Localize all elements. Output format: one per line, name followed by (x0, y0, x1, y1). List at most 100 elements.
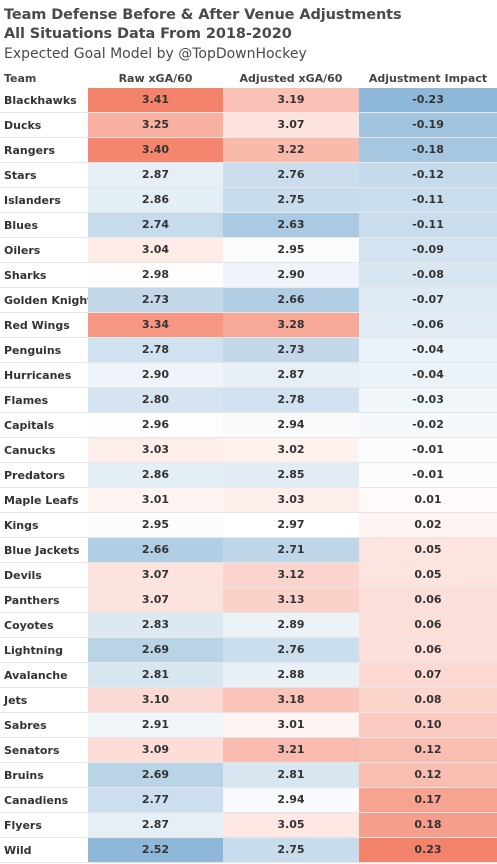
adjusted-xga-cell: 3.19 (223, 88, 359, 112)
adjustment-impact-cell: -0.08 (359, 263, 497, 287)
title-block: Team Defense Before & After Venue Adjust… (0, 0, 497, 62)
table-row: Rangers 3.40 3.22 -0.18 (0, 138, 497, 163)
raw-xga-cell: 2.52 (88, 838, 223, 862)
adjustment-impact-cell: 0.12 (359, 763, 497, 787)
raw-xga-cell: 3.41 (88, 88, 223, 112)
team-name: Rangers (4, 144, 56, 157)
raw-xga-cell: 2.86 (88, 463, 223, 487)
adjustment-impact-cell: 0.06 (359, 638, 497, 662)
raw-xga-cell: 3.03 (88, 438, 223, 462)
table-row: Stars 2.87 2.76 -0.12 (0, 163, 497, 188)
table-row: Sabres 2.91 3.01 0.10 (0, 713, 497, 738)
raw-xga-cell: 3.01 (88, 488, 223, 512)
header-raw-xga: Raw xGA/60 (118, 72, 193, 85)
table-row: Ducks 3.25 3.07 -0.19 (0, 113, 497, 138)
adjustment-impact-cell: -0.04 (359, 338, 497, 362)
heatmap-table: Blackhawks 3.41 3.19 -0.23 Ducks 3.25 3.07 -0.1… (0, 88, 497, 864)
table-row: Blue Jackets 2.66 2.71 0.05 (0, 538, 497, 563)
adjustment-impact-cell: 0.18 (359, 813, 497, 837)
table-header: Team Raw xGA/60 Adjusted xGA/60 Adjustme… (0, 70, 497, 88)
table-row: Penguins 2.78 2.73 -0.04 (0, 338, 497, 363)
team-name: Penguins (4, 344, 62, 357)
team-name: Devils (4, 569, 42, 582)
team-name: Flames (4, 394, 49, 407)
raw-xga-cell: 2.87 (88, 813, 223, 837)
adjustment-impact-cell: -0.06 (359, 313, 497, 337)
adjusted-xga-cell: 2.63 (223, 213, 359, 237)
adjustment-impact-cell: -0.01 (359, 438, 497, 462)
team-name: Canadiens (4, 794, 69, 807)
team-name: Canucks (4, 444, 56, 457)
adjustment-impact-cell: -0.01 (359, 463, 497, 487)
raw-xga-cell: 2.91 (88, 713, 223, 737)
adjusted-xga-cell: 3.18 (223, 688, 359, 712)
team-name: Islanders (4, 194, 61, 207)
adjustment-impact-cell: -0.09 (359, 238, 497, 262)
raw-xga-cell: 2.78 (88, 338, 223, 362)
adjustment-impact-cell: 0.05 (359, 538, 497, 562)
table-row: Islanders 2.86 2.75 -0.11 (0, 188, 497, 213)
team-name: Lightning (4, 644, 64, 657)
chart-title-line2: All Situations Data From 2018-2020 (4, 26, 292, 42)
table-row: Predators 2.86 2.85 -0.01 (0, 463, 497, 488)
table-row: Kings 2.95 2.97 0.02 (0, 513, 497, 538)
adjusted-xga-cell: 3.07 (223, 113, 359, 137)
raw-xga-cell: 3.34 (88, 313, 223, 337)
raw-xga-cell: 2.96 (88, 413, 223, 437)
table-row: Wild 2.52 2.75 0.23 (0, 838, 497, 863)
raw-xga-cell: 2.73 (88, 288, 223, 312)
team-name: Sabres (4, 719, 47, 732)
table-row: Capitals 2.96 2.94 -0.02 (0, 413, 497, 438)
team-name: Panthers (4, 594, 60, 607)
team-name: Senators (4, 744, 60, 757)
team-name: Kings (4, 519, 39, 532)
adjusted-xga-cell: 3.22 (223, 138, 359, 162)
raw-xga-cell: 3.40 (88, 138, 223, 162)
team-name: Jets (4, 694, 28, 707)
adjustment-impact-cell: -0.11 (359, 188, 497, 212)
adjusted-xga-cell: 2.88 (223, 663, 359, 687)
raw-xga-cell: 3.10 (88, 688, 223, 712)
team-name: Blue Jackets (4, 544, 80, 557)
table-row: Flyers 2.87 3.05 0.18 (0, 813, 497, 838)
adjusted-xga-cell: 2.76 (223, 638, 359, 662)
table-row: Panthers 3.07 3.13 0.06 (0, 588, 497, 613)
adjustment-impact-cell: -0.03 (359, 388, 497, 412)
adjustment-impact-cell: -0.23 (359, 88, 497, 112)
raw-xga-cell: 2.81 (88, 663, 223, 687)
table-row: Coyotes 2.83 2.89 0.06 (0, 613, 497, 638)
adjustment-impact-cell: 0.06 (359, 613, 497, 637)
header-team: Team (4, 72, 37, 85)
chart-subtitle: Expected Goal Model by @TopDownHockey (4, 46, 307, 62)
raw-xga-cell: 3.04 (88, 238, 223, 262)
team-name: Hurricanes (4, 369, 72, 382)
table-row: Maple Leafs 3.01 3.03 0.01 (0, 488, 497, 513)
adjustment-impact-cell: -0.04 (359, 363, 497, 387)
team-name: Blackhawks (4, 94, 77, 107)
adjusted-xga-cell: 2.66 (223, 288, 359, 312)
adjusted-xga-cell: 2.97 (223, 513, 359, 537)
team-name: Oilers (4, 244, 41, 257)
table-row: Lightning 2.69 2.76 0.06 (0, 638, 497, 663)
table-row: Blackhawks 3.41 3.19 -0.23 (0, 88, 497, 113)
adjustment-impact-cell: -0.02 (359, 413, 497, 437)
table-row: Hurricanes 2.90 2.87 -0.04 (0, 363, 497, 388)
adjustment-impact-cell: 0.12 (359, 738, 497, 762)
adjusted-xga-cell: 2.90 (223, 263, 359, 287)
adjustment-impact-cell: 0.08 (359, 688, 497, 712)
header-adjusted-xga: Adjusted xGA/60 (239, 72, 343, 85)
adjusted-xga-cell: 2.81 (223, 763, 359, 787)
team-name: Wild (4, 844, 32, 857)
table-row: Canadiens 2.77 2.94 0.17 (0, 788, 497, 813)
adjustment-impact-cell: -0.19 (359, 113, 497, 137)
team-name: Stars (4, 169, 37, 182)
adjusted-xga-cell: 3.21 (223, 738, 359, 762)
table-row: Sharks 2.98 2.90 -0.08 (0, 263, 497, 288)
adjusted-xga-cell: 2.78 (223, 388, 359, 412)
team-name: Ducks (4, 119, 42, 132)
team-name: Avalanche (4, 669, 68, 682)
adjusted-xga-cell: 2.94 (223, 788, 359, 812)
raw-xga-cell: 2.69 (88, 763, 223, 787)
table-row: Canucks 3.03 3.02 -0.01 (0, 438, 497, 463)
raw-xga-cell: 2.86 (88, 188, 223, 212)
